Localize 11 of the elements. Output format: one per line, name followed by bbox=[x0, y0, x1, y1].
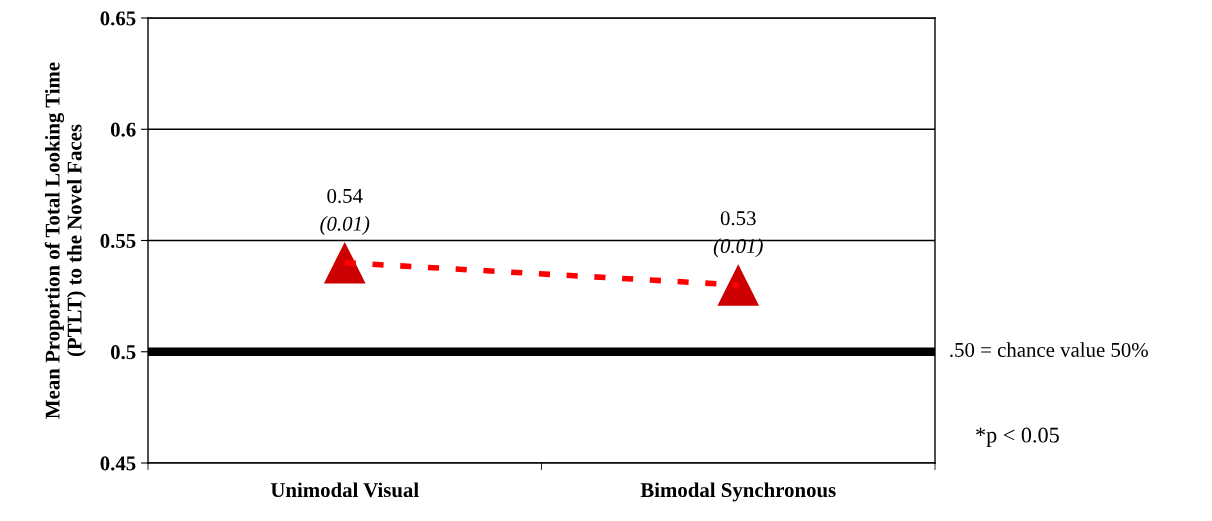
data-label: 0.54 (0.01) bbox=[320, 188, 370, 235]
ref-line-label: .50 = chance value 50% bbox=[950, 342, 1148, 358]
y-tick-label: 0.6 bbox=[110, 122, 136, 137]
x-tick-label: Bimodal Synchronous bbox=[640, 482, 836, 502]
y-tick-label: 0.65 bbox=[100, 11, 136, 26]
y-tick-label: 0.5 bbox=[110, 345, 136, 360]
y-tick-label: 0.55 bbox=[100, 233, 136, 249]
x-tick-label: Unimodal Visual bbox=[270, 482, 419, 498]
y-axis-title: Mean Proportion of Total Looking Time (PTLT) to the Novel Faces bbox=[44, 62, 86, 419]
y-tick-label: 0.45 bbox=[100, 456, 136, 471]
text: *p < 0.05 bbox=[976, 427, 1059, 448]
